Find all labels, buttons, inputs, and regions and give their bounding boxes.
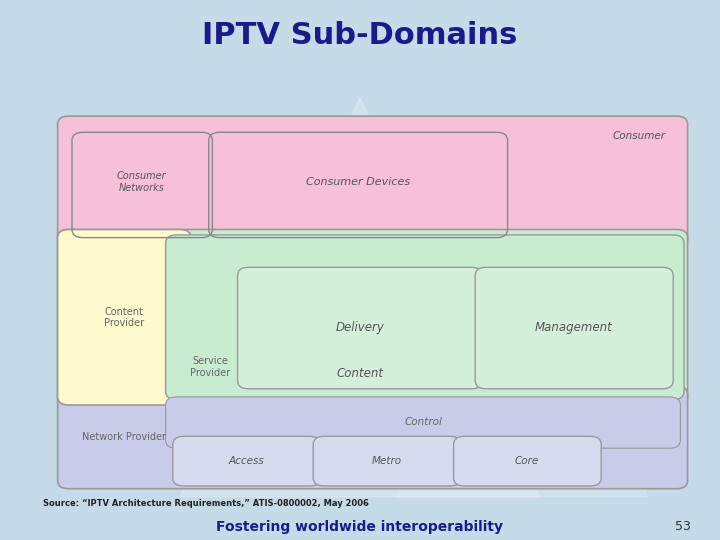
Text: Management: Management <box>535 321 613 334</box>
FancyBboxPatch shape <box>313 436 461 486</box>
Text: Consumer
Networks: Consumer Networks <box>117 171 166 193</box>
Text: Consumer: Consumer <box>613 131 666 141</box>
FancyBboxPatch shape <box>58 386 688 489</box>
FancyBboxPatch shape <box>58 230 688 405</box>
FancyBboxPatch shape <box>173 436 320 486</box>
Text: Content: Content <box>336 367 384 380</box>
Polygon shape <box>180 97 540 497</box>
FancyBboxPatch shape <box>166 235 684 400</box>
Text: Core: Core <box>515 456 539 466</box>
Text: Fostering worldwide interoperability: Fostering worldwide interoperability <box>217 519 503 534</box>
Text: Delivery: Delivery <box>336 321 384 334</box>
Text: Access: Access <box>228 456 264 466</box>
Text: Metro: Metro <box>372 456 402 466</box>
Text: Content
Provider: Content Provider <box>104 307 144 328</box>
FancyBboxPatch shape <box>58 230 191 405</box>
FancyBboxPatch shape <box>454 436 601 486</box>
Text: IPTV Sub-Domains: IPTV Sub-Domains <box>202 21 518 50</box>
Text: 53: 53 <box>675 520 691 533</box>
FancyBboxPatch shape <box>475 267 673 389</box>
FancyBboxPatch shape <box>58 116 688 248</box>
Text: Source: “IPTV Architecture Requirements,” ATIS-0800002, May 2006: Source: “IPTV Architecture Requirements,… <box>43 499 369 508</box>
Text: Control: Control <box>405 417 442 427</box>
FancyBboxPatch shape <box>166 397 680 448</box>
Text: Service
Provider: Service Provider <box>190 356 230 378</box>
Text: Consumer Devices: Consumer Devices <box>306 177 410 187</box>
Text: Network Provider: Network Provider <box>82 433 166 442</box>
FancyBboxPatch shape <box>238 267 482 389</box>
Polygon shape <box>396 216 648 497</box>
